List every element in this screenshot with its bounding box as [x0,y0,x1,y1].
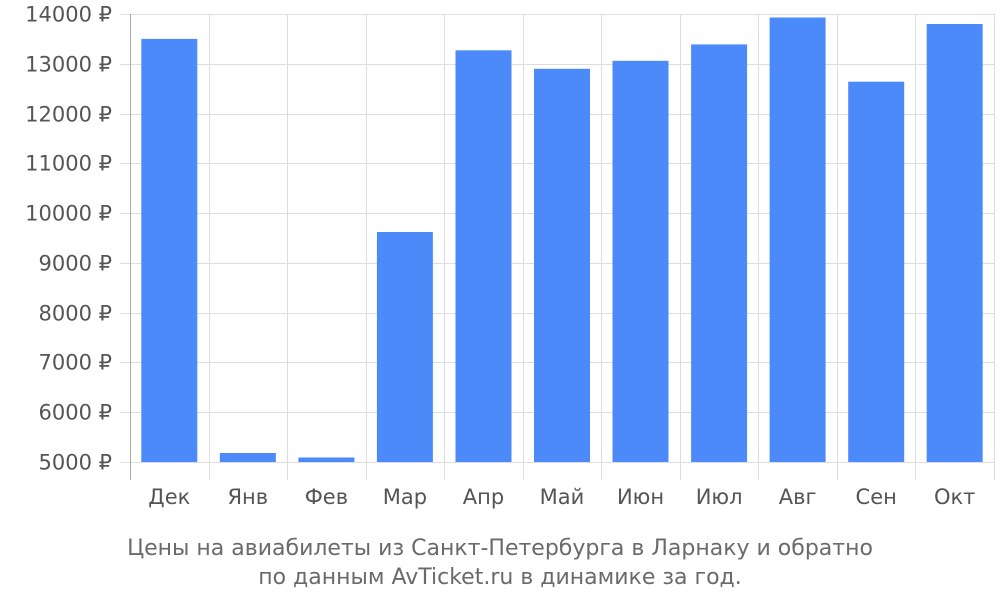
bar-4 [455,50,512,463]
bar-6 [612,60,669,463]
y-tick-labels: 5000 ₽ 6000 ₽ 7000 ₽ 8000 ₽ 9000 ₽ 10000 ₽ 110… [25,3,112,475]
bar-10 [926,24,983,462]
y-tick-label: 10000 ₽ [25,202,112,226]
x-tick-label: Апр [463,485,504,509]
x-tick-label: Сен [856,485,897,509]
y-tick-label: 11000 ₽ [25,152,112,176]
x-tick-label: Дек [148,485,190,509]
bar-5 [534,68,590,463]
bar-8 [769,17,826,462]
y-tick-label: 5000 ₽ [39,451,112,475]
y-tick-label: 8000 ₽ [39,302,112,326]
y-tick-label: 6000 ₽ [39,401,112,425]
x-tick-label: Июл [696,485,743,509]
bar-7 [691,44,748,463]
bar-9 [848,81,905,462]
x-tick-label: Янв [227,485,268,509]
y-tick-label: 9000 ₽ [39,252,112,276]
x-tick-labels: Дек Янв Фев Мар Апр Май Июн Июл Авг Сен Окт [148,485,975,509]
chart-caption: Цены на авиабилеты из Санкт-Петербурга в… [127,536,873,590]
x-tick-label: Май [540,485,585,509]
x-tick-label: Авг [779,485,817,509]
y-tick-label: 13000 ₽ [25,53,112,77]
x-tick-label: Окт [934,485,975,509]
x-tick-label: Июн [617,485,664,509]
caption-line-1: Цены на авиабилеты из Санкт-Петербурга в… [127,536,873,561]
bar-2 [298,457,355,462]
y-tick-label: 7000 ₽ [39,351,112,375]
x-tick-label: Фев [305,485,348,509]
y-tick-label: 12000 ₽ [25,103,112,127]
x-tick-label: Мар [383,485,427,509]
bar-3 [376,232,433,462]
bar-1 [219,453,276,462]
caption-line-2: по данным AvTicket.ru в динамике за год. [258,565,742,590]
bar-0 [141,38,198,463]
y-tick-label: 14000 ₽ [25,3,112,27]
bars [141,17,983,463]
